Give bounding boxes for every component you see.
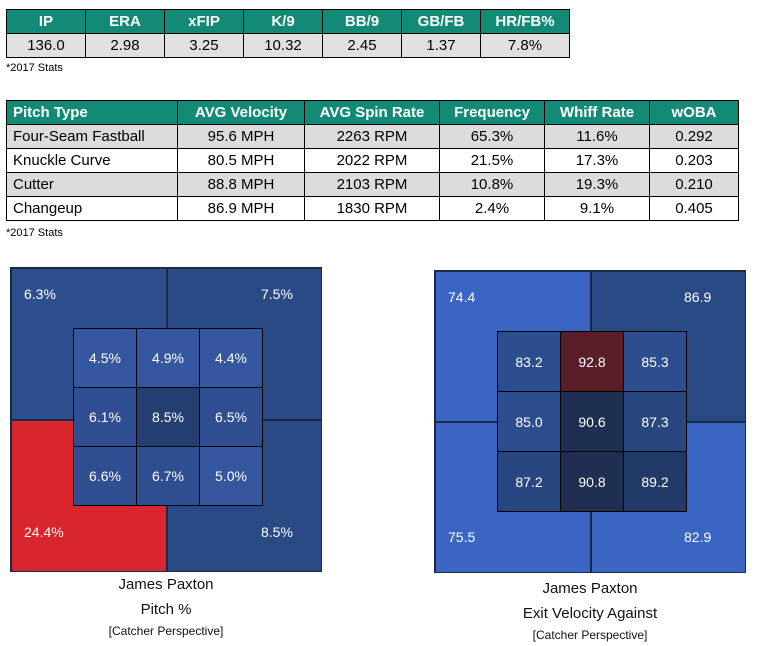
whiff-rate-cell: 19.3% [544, 172, 650, 197]
zone-cell-r2-c3: 6.5% [199, 387, 263, 447]
velocity-cell: 80.5 MPH [177, 148, 305, 173]
header-avg-spin-rate: AVG Spin Rate [304, 100, 440, 125]
frequency-cell: 2.4% [439, 196, 545, 221]
woba-cell: 0.292 [649, 124, 739, 149]
whiff-rate-cell: 17.3% [544, 148, 650, 173]
frequency-cell: 21.5% [439, 148, 545, 173]
header-era: ERA [85, 9, 165, 34]
header-avg-velocity: AVG Velocity [177, 100, 305, 125]
woba-cell: 0.210 [649, 172, 739, 197]
whiff-rate-cell: 9.1% [544, 196, 650, 221]
value-gbfb: 1.37 [401, 33, 481, 58]
frequency-cell: 65.3% [439, 124, 545, 149]
outer-value-top-right: 7.5% [261, 286, 293, 302]
value-era: 2.98 [85, 33, 165, 58]
value-xfip: 3.25 [164, 33, 244, 58]
zone-cell-r3-c1: 87.2 [497, 451, 561, 512]
header-gbfb: GB/FB [401, 9, 481, 34]
velocity-cell: 95.6 MPH [177, 124, 305, 149]
season-stats-table: IP ERA xFIP K/9 BB/9 GB/FB HR/FB% 136.0 … [6, 9, 570, 58]
spin-rate-cell: 2263 RPM [304, 124, 440, 149]
header-woba: wOBA [649, 100, 739, 125]
zone-cell-r1-c3: 4.4% [199, 328, 263, 388]
outer-value-top-right: 86.9 [684, 289, 712, 305]
header-k9: K/9 [243, 9, 323, 34]
outer-value-bottom-right: 8.5% [261, 524, 293, 540]
value-ip: 136.0 [6, 33, 86, 58]
outer-value-top-left: 6.3% [24, 286, 56, 302]
value-k9: 10.32 [243, 33, 323, 58]
table-row: Changeup 86.9 MPH 1830 RPM 2.4% 9.1% 0.4… [6, 196, 739, 221]
velocity-cell: 86.9 MPH [177, 196, 305, 221]
heatmap1-perspective: [Catcher Perspective] [108, 624, 224, 638]
header-whiff-rate: Whiff Rate [544, 100, 650, 125]
spin-rate-cell: 2103 RPM [304, 172, 440, 197]
header-hrfb: HR/FB% [480, 9, 570, 34]
pitch-pct-heatmap: 6.3% 7.5% 24.4% 8.5% 4.5% 4.9% 4.4% 6.1% 8.5… [10, 267, 322, 572]
outer-value-top-left: 74.4 [448, 289, 476, 305]
pitch-header-row: Pitch Type AVG Velocity AVG Spin Rate Fr… [6, 100, 739, 125]
header-ip: IP [6, 9, 86, 34]
pitch-type-cell: Changeup [6, 196, 178, 221]
heatmap2-perspective: [Catcher Perspective] [532, 628, 648, 642]
value-bb9: 2.45 [322, 33, 402, 58]
heatmap2-title: Exit Velocity Against [522, 605, 658, 622]
heatmap2-player-name: James Paxton [542, 580, 638, 597]
zone-cell-r3-c1: 6.6% [73, 446, 137, 506]
outer-value-bottom-right: 82.9 [684, 529, 712, 545]
table-row: Knuckle Curve 80.5 MPH 2022 RPM 21.5% 17… [6, 148, 739, 173]
outer-value-bottom-left: 75.5 [448, 529, 476, 545]
header-bb9: BB/9 [322, 9, 402, 34]
heatmap1-player-name: James Paxton [118, 576, 214, 593]
header-frequency: Frequency [439, 100, 545, 125]
pitch-arsenal-table: Pitch Type AVG Velocity AVG Spin Rate Fr… [6, 100, 739, 221]
table-row: Cutter 88.8 MPH 2103 RPM 10.8% 19.3% 0.2… [6, 172, 739, 197]
velocity-cell: 88.8 MPH [177, 172, 305, 197]
table-row: Four-Seam Fastball 95.6 MPH 2263 RPM 65.… [6, 124, 739, 149]
zone-cell-r2-c3: 87.3 [623, 391, 687, 452]
woba-cell: 0.203 [649, 148, 739, 173]
outer-value-bottom-left: 24.4% [24, 524, 64, 540]
header-xfip: xFIP [164, 9, 244, 34]
zone-cell-r1-c2: 92.8 [560, 331, 624, 392]
zone-cell-r1-c1: 83.2 [497, 331, 561, 392]
zone-cell-r3-c2: 90.8 [560, 451, 624, 512]
whiff-rate-cell: 11.6% [544, 124, 650, 149]
pitch-type-cell: Knuckle Curve [6, 148, 178, 173]
zone-cell-r3-c2: 6.7% [136, 446, 200, 506]
zone-cell-r2-c2: 90.6 [560, 391, 624, 452]
zone-cell-r1-c1: 4.5% [73, 328, 137, 388]
woba-cell: 0.405 [649, 196, 739, 221]
zone-cell-r1-c3: 85.3 [623, 331, 687, 392]
stats-header-row: IP ERA xFIP K/9 BB/9 GB/FB HR/FB% [6, 9, 570, 34]
pitch-type-cell: Four-Seam Fastball [6, 124, 178, 149]
zone-cell-r3-c3: 89.2 [623, 451, 687, 512]
exit-velocity-heatmap: 74.4 86.9 75.5 82.9 83.2 92.8 85.3 85.0 90.6… [434, 270, 746, 573]
heatmap1-title: Pitch % [140, 601, 192, 618]
spin-rate-cell: 1830 RPM [304, 196, 440, 221]
pitch-table-footnote: *2017 Stats [6, 227, 63, 239]
zone-cell-r2-c1: 6.1% [73, 387, 137, 447]
spin-rate-cell: 2022 RPM [304, 148, 440, 173]
value-hrfb: 7.8% [480, 33, 570, 58]
stats-footnote: *2017 Stats [6, 62, 63, 74]
frequency-cell: 10.8% [439, 172, 545, 197]
zone-cell-r2-c2: 8.5% [136, 387, 200, 447]
stats-value-row: 136.0 2.98 3.25 10.32 2.45 1.37 7.8% [6, 33, 570, 58]
zone-cell-r3-c3: 5.0% [199, 446, 263, 506]
zone-cell-r2-c1: 85.0 [497, 391, 561, 452]
pitch-type-cell: Cutter [6, 172, 178, 197]
header-pitch-type: Pitch Type [6, 100, 178, 125]
zone-cell-r1-c2: 4.9% [136, 328, 200, 388]
